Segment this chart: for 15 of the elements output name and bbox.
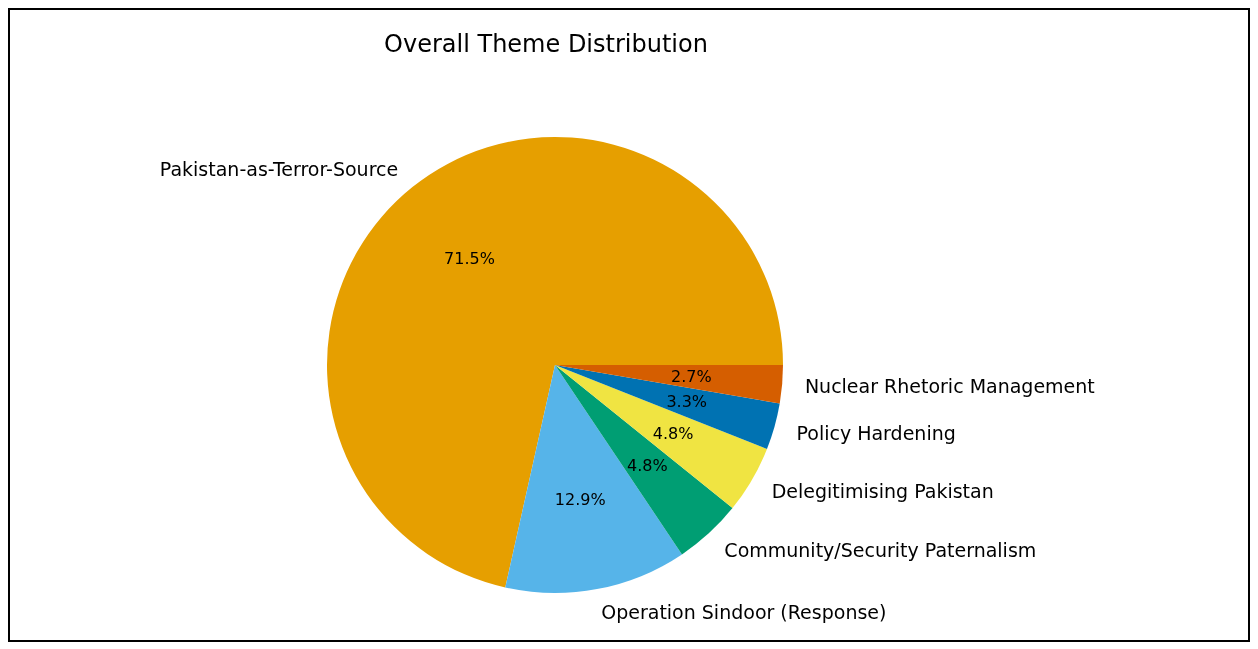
pie-slice: [555, 365, 780, 449]
slice-label: Operation Sindoor (Response): [601, 600, 887, 623]
pie-slice: [555, 365, 767, 509]
data-label: 3.3%: [666, 392, 708, 412]
data-label: 71.5%: [444, 248, 495, 268]
chart-title: Overall Theme Distribution: [384, 30, 708, 58]
data-label: 2.7%: [670, 367, 712, 387]
slice-label: Policy Hardening: [796, 421, 956, 444]
data-label: 4.8%: [652, 424, 694, 444]
slice-label: Nuclear Rhetoric Management: [804, 375, 1095, 398]
data-label: 12.9%: [554, 489, 606, 509]
data-label: 4.8%: [627, 456, 668, 476]
slice-label: Community/Security Paternalism: [724, 538, 1037, 561]
slice-label: Pakistan-as-Terror-Source: [159, 158, 399, 181]
slice-label: Delegitimising Pakistan: [771, 480, 994, 503]
